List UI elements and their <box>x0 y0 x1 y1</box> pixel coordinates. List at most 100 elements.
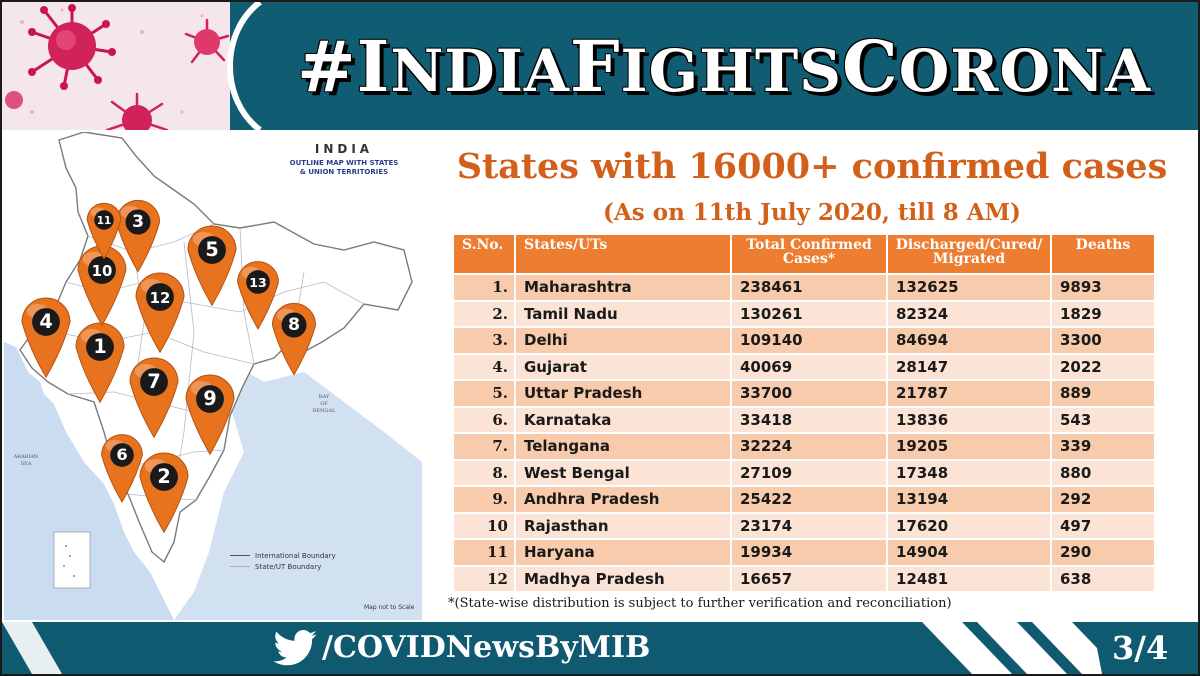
table-body: 1. Maharashtra 238461 132625 9893 2. Tamil Nad… <box>454 273 1154 591</box>
header-discharged-line1: Discharged/Cured/ <box>895 237 1043 253</box>
map-subtitle-line1: OUTLINE MAP WITH STATES <box>289 159 399 167</box>
map-pin-marker: 13 <box>237 261 279 330</box>
legend-label: International Boundary <box>255 551 336 560</box>
cell-sno: 1. <box>454 273 516 300</box>
map-pin-marker: 1 <box>75 322 125 404</box>
cell-discharged: 17620 <box>888 511 1052 538</box>
cell-state: Madhya Pradesh <box>516 564 732 591</box>
cell-confirmed: 32224 <box>732 432 888 459</box>
map-subtitle: OUTLINE MAP WITH STATES & UNION TERRITOR… <box>274 159 414 177</box>
map-pin-marker: 5 <box>187 225 237 307</box>
cell-sno: 3. <box>454 326 516 353</box>
hashtag-rest: IGHTS <box>620 37 843 105</box>
cell-state: Andhra Pradesh <box>516 485 732 512</box>
sea-label-bengal-line3: BENGAL <box>312 408 336 414</box>
cell-sno: 10 <box>454 511 516 538</box>
map-pin-label: 3 <box>132 212 144 232</box>
twitter-handle[interactable]: /COVIDNewsByMIB <box>322 630 651 665</box>
table-row: 8. West Bengal 27109 17348 880 <box>454 458 1154 485</box>
cell-discharged: 21787 <box>888 379 1052 406</box>
map-pin-badge <box>125 209 151 235</box>
page-subtitle: (As on 11th July 2020, till 8 AM) <box>603 199 1021 226</box>
cell-discharged: 82324 <box>888 299 1052 326</box>
cell-confirmed: 130261 <box>732 299 888 326</box>
cell-confirmed: 27109 <box>732 458 888 485</box>
map-title: INDIA <box>314 142 374 156</box>
map-pin-label: 6 <box>116 445 127 464</box>
header-curve <box>227 2 282 130</box>
cell-state: West Bengal <box>516 458 732 485</box>
map-pin-marker: 9 <box>185 374 235 456</box>
cell-confirmed: 33700 <box>732 379 888 406</box>
map-pin-marker: 7 <box>129 357 179 439</box>
map-pin-badge <box>140 368 168 396</box>
footnote: *(State-wise distribution is subject to … <box>448 596 952 611</box>
table-row: 7. Telangana 32224 19205 339 <box>454 432 1154 459</box>
map-pin-marker: 2 <box>139 452 189 534</box>
map-pin-label: 7 <box>147 370 160 393</box>
map-pin-marker: 10 <box>77 245 127 327</box>
table-row: 6. Karnataka 33418 13836 543 <box>454 405 1154 432</box>
cell-sno: 12 <box>454 564 516 591</box>
cell-state: Karnataka <box>516 405 732 432</box>
cell-sno: 4. <box>454 352 516 379</box>
map-pin-marker: 12 <box>135 272 185 354</box>
map-pin-label: 10 <box>92 262 113 280</box>
cell-deaths: 2022 <box>1052 352 1154 379</box>
table-row: 1. Maharashtra 238461 132625 9893 <box>454 273 1154 300</box>
map-pin-badge <box>94 210 114 230</box>
table-row: 11 Haryana 19934 14904 290 <box>454 538 1154 565</box>
cell-discharged: 14904 <box>888 538 1052 565</box>
map-subtitle-line2: & UNION TERRITORIES <box>299 168 389 176</box>
hashtag-initial: C <box>842 25 899 108</box>
legend-state: State/UT Boundary <box>230 561 380 572</box>
cell-confirmed: 25422 <box>732 485 888 512</box>
header-discharged: Discharged/Cured/ Migrated <box>888 235 1052 273</box>
sea-label-bengal-line2: OF <box>320 401 328 407</box>
cell-state: Haryana <box>516 538 732 565</box>
table-header-row: S.No. States/UTs Total Confirmed Cases* … <box>454 235 1154 273</box>
hashtag-rest: ORONA <box>898 37 1152 105</box>
cell-discharged: 28147 <box>888 352 1052 379</box>
hashtag-title: #INDIAFIGHTSCORONA <box>264 24 1184 110</box>
header-state: States/UTs <box>516 235 732 273</box>
map-pin-badge <box>196 385 224 413</box>
map-pin-marker: 11 <box>86 202 122 260</box>
cell-sno: 9. <box>454 485 516 512</box>
cell-state: Tamil Nadu <box>516 299 732 326</box>
cell-discharged: 12481 <box>888 564 1052 591</box>
map-pin-badge <box>88 256 116 284</box>
cell-sno: 2. <box>454 299 516 326</box>
sea-label-arabian-line2: SEA <box>20 461 32 467</box>
header-confirmed-line1: Total Confirmed <box>746 237 872 253</box>
table-row: 12 Madhya Pradesh 16657 12481 638 <box>454 564 1154 591</box>
cell-confirmed: 238461 <box>732 273 888 300</box>
header-deaths: Deaths <box>1052 235 1154 273</box>
map-pin-label: 12 <box>150 289 171 307</box>
footer-stripes <box>2 622 1198 674</box>
legend-label: State/UT Boundary <box>255 562 322 571</box>
table-row: 3. Delhi 109140 84694 3300 <box>454 326 1154 353</box>
cell-deaths: 339 <box>1052 432 1154 459</box>
header-confirmed-line2: Cases* <box>782 251 836 267</box>
cell-deaths: 290 <box>1052 538 1154 565</box>
hashtag-initial: F <box>569 25 621 108</box>
table-row: 4. Gujarat 40069 28147 2022 <box>454 352 1154 379</box>
sea-label-arabian: ARABIAN SEA <box>6 454 46 468</box>
cell-state: Rajasthan <box>516 511 732 538</box>
map-pin-badge <box>146 283 174 311</box>
cell-deaths: 497 <box>1052 511 1154 538</box>
map-pin-label: 5 <box>205 238 218 261</box>
table-row: 9. Andhra Pradesh 25422 13194 292 <box>454 485 1154 512</box>
cell-state: Uttar Pradesh <box>516 379 732 406</box>
header-band <box>230 2 1198 130</box>
header-sno: S.No. <box>454 235 516 273</box>
cell-deaths: 292 <box>1052 485 1154 512</box>
cell-deaths: 638 <box>1052 564 1154 591</box>
sea-label-bengal: BAY OF BENGAL <box>304 394 344 415</box>
india-map: 1 2 3 4 5 6 7 8 9 10 11 12 13 INDIA OUTLINE MAP WITH… <box>4 132 422 620</box>
map-legend: International Boundary State/UT Boundary <box>230 550 380 572</box>
cell-discharged: 17348 <box>888 458 1052 485</box>
page-title: States with 16000+ confirmed cases <box>456 146 1168 187</box>
